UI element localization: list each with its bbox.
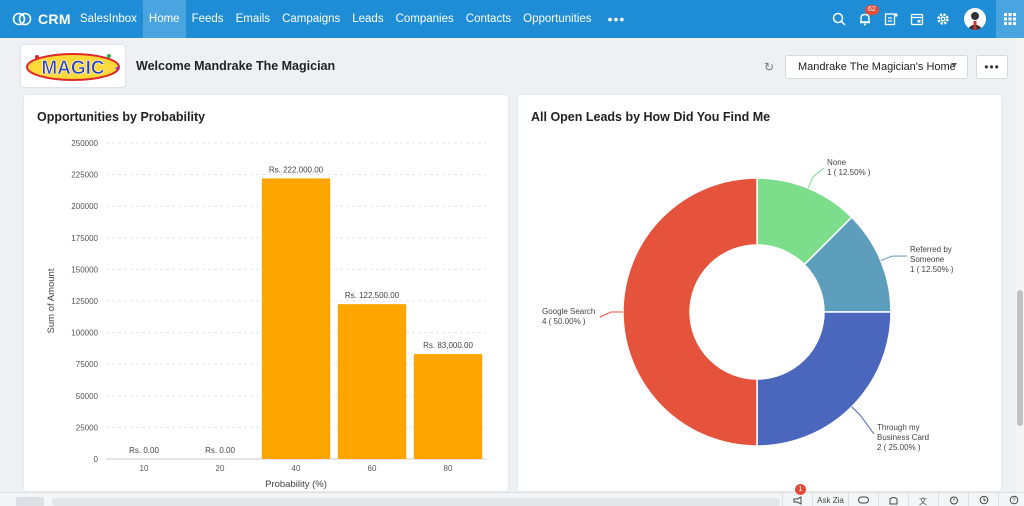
home-view-select-value: Mandrake The Magician's Home [798,61,956,73]
slice-value-label: 2 ( 25.00% ) [877,443,921,452]
y-tick-label: 150000 [71,265,98,274]
slice-value-label: 1 ( 12.50% ) [827,168,871,177]
search-icon[interactable] [826,0,852,38]
bar-value-label: Rs. 83,000.00 [423,341,473,350]
user-avatar[interactable] [964,8,986,30]
slice-name-label: Google Search [542,307,595,316]
donut-slice[interactable] [622,177,758,447]
horizontal-scrollbar[interactable] [52,498,780,506]
announcement-badge: 1 [795,484,806,495]
y-tick-label: 175000 [71,234,98,243]
apps-grid-icon[interactable] [996,0,1024,38]
history-icon[interactable] [968,493,998,506]
pie-chart-title: All Open Leads by How Did You Find Me [531,110,771,124]
opportunities-chart-card: Opportunities by Probability 0 25000 50000… [24,95,508,491]
y-tick-label: 125000 [71,297,98,306]
x-tick-label: 60 [368,464,377,473]
slice-leader-line [599,311,623,318]
nav-tab-feeds[interactable]: Feeds [191,13,224,25]
notification-count-badge: 62 [865,5,879,15]
x-tick-label: 40 [292,464,301,473]
bottom-left-button[interactable] [16,497,44,506]
nav-tab-home[interactable]: Home [142,0,186,38]
bar-value-label: Rs. 222,000.00 [269,165,324,174]
crm-brand[interactable]: CRM [0,0,74,38]
bar-value-label: Rs. 0.00 [205,446,235,455]
nav-tabs: SalesInbox Home Feeds Emails Campaigns Leads C… [74,0,598,38]
y-tick-label: 50000 [76,392,99,401]
nav-more-button[interactable]: ••• [607,11,626,27]
home-header: MAGIC Welcome Mandrake The Magician ↻ Ma… [0,38,1016,95]
notification-bell-icon[interactable]: 62 [852,0,879,38]
bar[interactable] [337,304,407,459]
logo-text: MAGIC [41,58,105,79]
y-tick-label: 0 [94,455,99,464]
slice-value-label: 1 ( 12.50% ) [910,265,954,274]
welcome-message: Welcome Mandrake The Magician [136,59,336,73]
chevron-down-icon [951,63,957,67]
nav-tab-emails[interactable]: Emails [235,13,271,25]
brand-name: CRM [38,11,71,27]
ask-zia-button[interactable]: Ask Zia [812,493,848,506]
nav-right-tools: 62 [826,0,1024,38]
donut-slice[interactable] [756,311,892,447]
calendar-icon[interactable] [904,0,930,38]
magic-logo-image: MAGIC [26,53,120,81]
announcement-icon[interactable]: 1 [782,484,812,506]
nav-tab-opportunities[interactable]: Opportunities [523,13,592,25]
bar-value-label: Rs. 0.00 [129,446,159,455]
nav-tab-campaigns[interactable]: Campaigns [282,13,341,25]
top-nav: CRM SalesInbox Home Feeds Emails Campaigns Le… [0,0,1024,38]
page-scrollbar[interactable] [1016,38,1024,492]
bar-value-label: Rs. 122,500.00 [345,291,400,300]
slice-leader-line [807,167,825,189]
nav-tab-contacts[interactable]: Contacts [465,13,512,25]
crm-logo-icon [12,12,32,26]
alarm-clock-icon[interactable] [938,493,968,506]
translate-icon[interactable]: 文 [908,493,938,506]
y-tick-label: 200000 [71,202,98,211]
y-tick-label: 250000 [71,139,98,148]
slice-leader-line [880,255,908,262]
bot-icon[interactable] [878,493,908,506]
bar[interactable] [261,178,331,459]
svg-text:文: 文 [919,496,927,505]
y-tick-label: 75000 [76,360,99,369]
bar[interactable] [413,354,483,459]
bottom-tools: 1 Ask Zia 文 ? [782,484,1024,506]
scrollbar-thumb[interactable] [1017,290,1023,426]
y-tick-label: 100000 [71,329,98,338]
bar-chart: 0 25000 50000 75000 100000 125000 150000 175000… [46,139,486,490]
add-record-icon[interactable] [878,0,904,38]
leads-chart-card: All Open Leads by How Did You Find Me No… [518,95,1001,491]
home-view-select[interactable]: Mandrake The Magician's Home [785,55,968,79]
y-tick-label: 225000 [71,171,98,180]
org-logo: MAGIC [20,44,126,88]
y-axis-title: Sum of Amount [46,268,57,333]
y-tick-label: 25000 [76,423,99,432]
slice-name-label: Referred by Someone [910,245,952,264]
nav-tab-salesinbox[interactable]: SalesInbox [80,13,137,25]
slice-name-label: None [827,158,847,167]
nav-tab-leads[interactable]: Leads [352,13,384,25]
bar-chart-title: Opportunities by Probability [37,110,206,124]
slice-name-label: Through my Business Card [877,423,929,442]
svg-text:?: ? [1012,498,1016,504]
gamepad-icon[interactable] [848,493,878,506]
x-tick-label: 80 [444,464,453,473]
x-axis-title: Probability (%) [265,479,327,490]
x-tick-label: 20 [216,464,225,473]
nav-tab-companies[interactable]: Companies [395,13,454,25]
refresh-icon[interactable]: ↻ [764,60,775,74]
slice-value-label: 4 ( 50.00% ) [542,317,586,326]
help-icon[interactable]: ? [998,493,1024,506]
slice-leader-line [851,406,875,435]
header-more-button[interactable]: ••• [976,55,1008,79]
settings-gear-icon[interactable] [930,0,956,38]
x-tick-label: 10 [140,464,149,473]
bottom-toolbar: 1 Ask Zia 文 ? [0,484,1024,506]
